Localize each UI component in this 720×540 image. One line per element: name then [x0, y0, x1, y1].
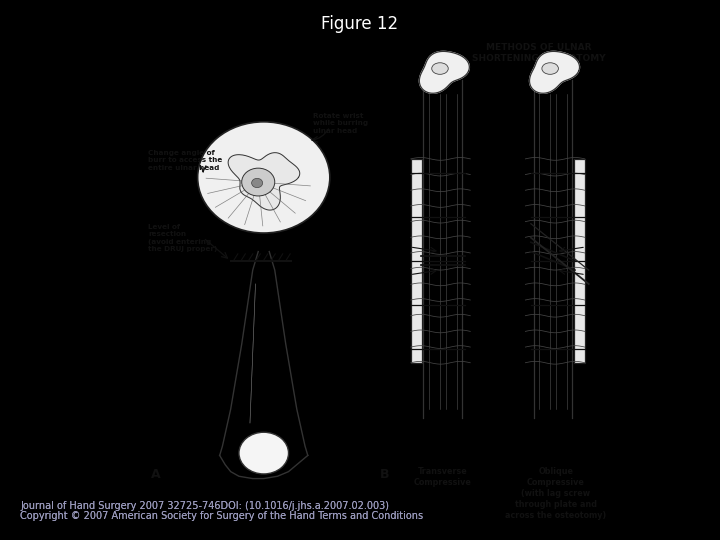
Text: Journal of Hand Surgery 2007 32725-746DOI: (10.1016/j.jhs.a.2007.02.003): Journal of Hand Surgery 2007 32725-746DO… [20, 501, 390, 511]
Circle shape [197, 122, 330, 233]
Text: Journal of Hand Surgery 2007 32725-746DOI: (10.1016/j.jhs.a.2007.02.003): Journal of Hand Surgery 2007 32725-746DO… [20, 501, 390, 511]
Text: METHODS OF ULNAR
SHORTENING OSTEOTOMY: METHODS OF ULNAR SHORTENING OSTEOTOMY [472, 43, 606, 63]
Text: A: A [150, 468, 161, 481]
Circle shape [251, 178, 263, 187]
Ellipse shape [542, 63, 559, 75]
Text: Level of
resection
(avoid entering
the DRUJ proper): Level of resection (avoid entering the D… [148, 224, 217, 252]
Circle shape [242, 168, 275, 196]
Text: Rotate wrist
while burring
ulnar head: Rotate wrist while burring ulnar head [313, 112, 369, 133]
Text: Copyright © 2007 American Society for Surgery of the Hand Terms and Conditions: Copyright © 2007 American Society for Su… [20, 511, 423, 522]
Circle shape [239, 432, 289, 474]
Bar [411, 159, 422, 363]
Text: Copyright © 2007 American Society for Surgery of the Hand Terms and Conditions: Copyright © 2007 American Society for Su… [20, 511, 423, 521]
Polygon shape [228, 153, 300, 210]
Text: Transverse
Compressive: Transverse Compressive [414, 467, 472, 487]
Polygon shape [529, 51, 580, 93]
Text: Figure 12: Figure 12 [321, 15, 399, 33]
Text: Oblique
Compressive
(with lag screw
through plate and
across the osteotomy): Oblique Compressive (with lag screw thro… [505, 467, 606, 521]
Polygon shape [419, 51, 469, 93]
Text: B: B [379, 468, 389, 481]
Bar [574, 159, 585, 363]
Text: Change angle of
burr to access the
entire ulnar head: Change angle of burr to access the entir… [148, 150, 222, 171]
Ellipse shape [432, 63, 449, 75]
